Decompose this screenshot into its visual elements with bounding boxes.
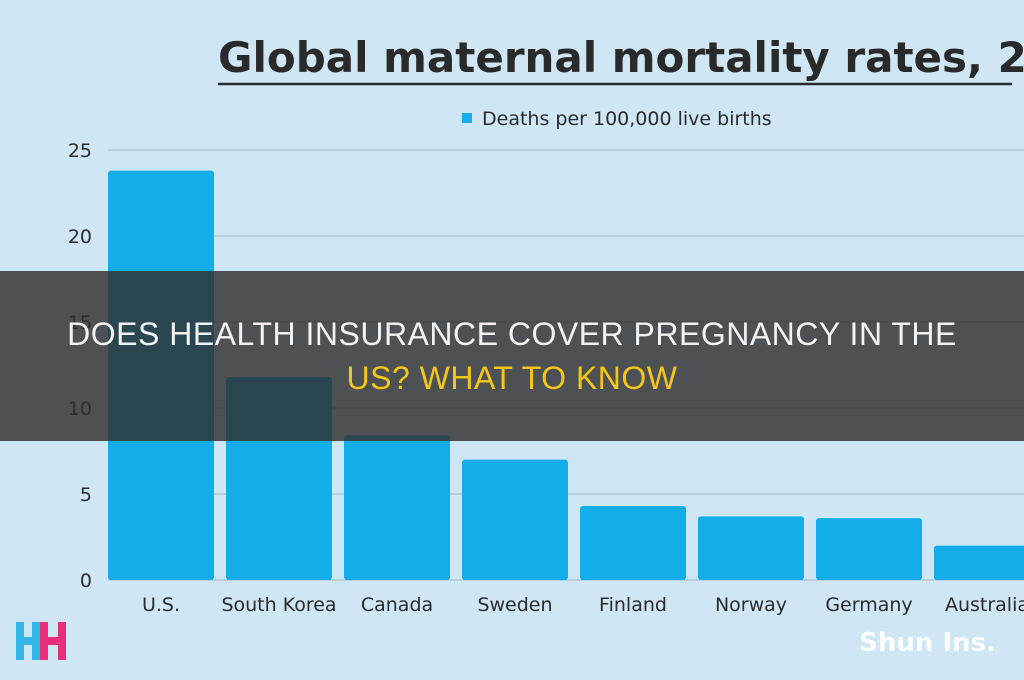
x-category-label: U.S. (142, 594, 180, 616)
watermark-text: Shun Ins. (859, 628, 996, 658)
x-category-label: Australia (945, 594, 1024, 616)
bar-sweden (462, 459, 568, 580)
chart-title: Global maternal mortality rates, 2020 (218, 33, 1024, 82)
bar-germany (816, 518, 922, 580)
x-category-label: Germany (825, 594, 912, 616)
x-axis-categories: U.S. South Korea Canada Sweden Finland Norway… (142, 594, 1024, 616)
headline-banner: DOES HEALTH INSURANCE COVER PREGNANCY IN… (0, 271, 1024, 441)
y-tick-label: 0 (80, 570, 92, 592)
headline-line-1: DOES HEALTH INSURANCE COVER PREGNANCY IN… (67, 316, 957, 352)
bar-norway (698, 516, 804, 580)
legend-swatch (462, 113, 472, 123)
bar-australia (934, 545, 1024, 580)
y-tick-label: 5 (80, 484, 92, 506)
x-category-label: Sweden (477, 594, 552, 616)
bar-canada (344, 435, 450, 580)
x-category-label: Canada (361, 594, 433, 616)
x-category-label: Norway (715, 594, 787, 616)
y-tick-label: 20 (68, 226, 92, 248)
bar-finland (580, 506, 686, 580)
legend-label: Deaths per 100,000 live births (482, 108, 772, 130)
y-tick-label: 25 (68, 140, 92, 162)
brand-logo (16, 622, 66, 660)
x-category-label: Finland (599, 594, 667, 616)
x-category-label: South Korea (221, 594, 336, 616)
headline-line-2: US? WHAT TO KNOW (346, 360, 678, 396)
